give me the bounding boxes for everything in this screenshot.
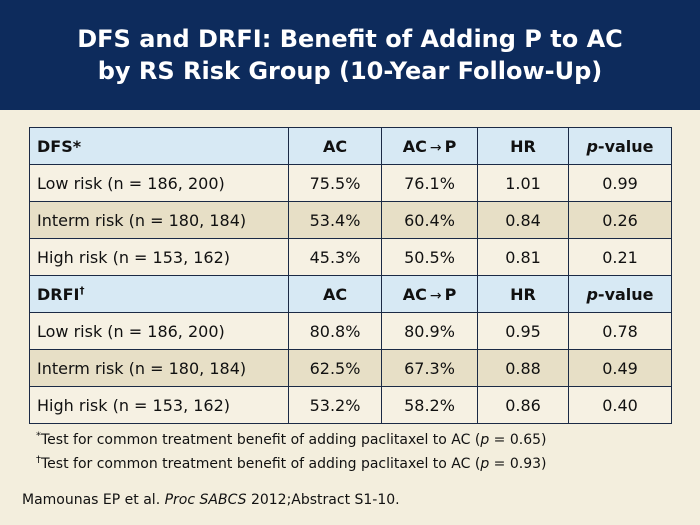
cell-p-value: 0.78 bbox=[568, 312, 672, 350]
footnotes: *Test for common treatment benefit of ad… bbox=[36, 428, 676, 476]
header-ac-to-p: AC → P bbox=[381, 275, 478, 313]
header-p-value: p-value bbox=[568, 275, 672, 313]
row-label: Low risk (n = 186, 200) bbox=[29, 164, 289, 202]
cell-ac: 45.3% bbox=[288, 238, 382, 276]
cell-hr: 0.81 bbox=[477, 238, 569, 276]
cell-hr: 0.86 bbox=[477, 386, 569, 424]
cell-ac: 62.5% bbox=[288, 349, 382, 387]
table-row: Interm risk (n = 180, 184) 62.5% 67.3% 0… bbox=[29, 349, 672, 387]
cell-ac-to-p: 76.1% bbox=[381, 164, 478, 202]
footnote-dfs: *Test for common treatment benefit of ad… bbox=[36, 430, 547, 448]
cell-ac: 53.2% bbox=[288, 386, 382, 424]
table-row: Low risk (n = 186, 200) 75.5% 76.1% 1.01… bbox=[29, 164, 672, 202]
header-ac: AC bbox=[288, 127, 382, 165]
cell-p-value: 0.99 bbox=[568, 164, 672, 202]
row-label: Interm risk (n = 180, 184) bbox=[29, 201, 289, 239]
table-row: High risk (n = 153, 162) 53.2% 58.2% 0.8… bbox=[29, 386, 672, 424]
footnote-drfi: †Test for common treatment benefit of ad… bbox=[36, 454, 547, 472]
results-table: DFS* AC AC → P HR p-value Low risk (n = 18… bbox=[29, 127, 672, 424]
cell-ac-to-p: 80.9% bbox=[381, 312, 478, 350]
cell-ac-to-p: 60.4% bbox=[381, 201, 478, 239]
cell-ac: 80.8% bbox=[288, 312, 382, 350]
header-ac: AC bbox=[288, 275, 382, 313]
cell-p-value: 0.49 bbox=[568, 349, 672, 387]
table-row: Interm risk (n = 180, 184) 53.4% 60.4% 0… bbox=[29, 201, 672, 239]
cell-ac-to-p: 50.5% bbox=[381, 238, 478, 276]
cell-p-value: 0.26 bbox=[568, 201, 672, 239]
header-ac-to-p: AC → P bbox=[381, 127, 478, 165]
header-p-value: p-value bbox=[568, 127, 672, 165]
citation: Mamounas EP et al. Proc SABCS 2012;Abstr… bbox=[22, 492, 400, 508]
title-bar: DFS and DRFI: Benefit of Adding P to AC … bbox=[0, 0, 700, 110]
arrow-right-icon: → bbox=[429, 139, 442, 156]
cell-hr: 1.01 bbox=[477, 164, 569, 202]
table-row: High risk (n = 153, 162) 45.3% 50.5% 0.8… bbox=[29, 238, 672, 276]
cell-ac-to-p: 58.2% bbox=[381, 386, 478, 424]
table-header-row-dfs: DFS* AC AC → P HR p-value bbox=[29, 127, 672, 165]
cell-hr: 0.84 bbox=[477, 201, 569, 239]
row-label: Low risk (n = 186, 200) bbox=[29, 312, 289, 350]
cell-p-value: 0.21 bbox=[568, 238, 672, 276]
slide-title-line-1: DFS and DRFI: Benefit of Adding P to AC bbox=[77, 25, 623, 53]
cell-p-value: 0.40 bbox=[568, 386, 672, 424]
row-label: High risk (n = 153, 162) bbox=[29, 238, 289, 276]
table-header-row-drfi: DRFI† AC AC → P HR p-value bbox=[29, 275, 672, 313]
arrow-right-icon: → bbox=[429, 287, 442, 304]
row-label: High risk (n = 153, 162) bbox=[29, 386, 289, 424]
slide-title-line-2: by RS Risk Group (10-Year Follow-Up) bbox=[97, 57, 603, 85]
cell-hr: 0.95 bbox=[477, 312, 569, 350]
cell-hr: 0.88 bbox=[477, 349, 569, 387]
row-label: Interm risk (n = 180, 184) bbox=[29, 349, 289, 387]
header-label-dfs: DFS* bbox=[29, 127, 289, 165]
header-label-drfi: DRFI† bbox=[29, 275, 289, 313]
cell-ac-to-p: 67.3% bbox=[381, 349, 478, 387]
header-hr: HR bbox=[477, 275, 569, 313]
cell-ac: 75.5% bbox=[288, 164, 382, 202]
table-row: Low risk (n = 186, 200) 80.8% 80.9% 0.95… bbox=[29, 312, 672, 350]
header-hr: HR bbox=[477, 127, 569, 165]
cell-ac: 53.4% bbox=[288, 201, 382, 239]
